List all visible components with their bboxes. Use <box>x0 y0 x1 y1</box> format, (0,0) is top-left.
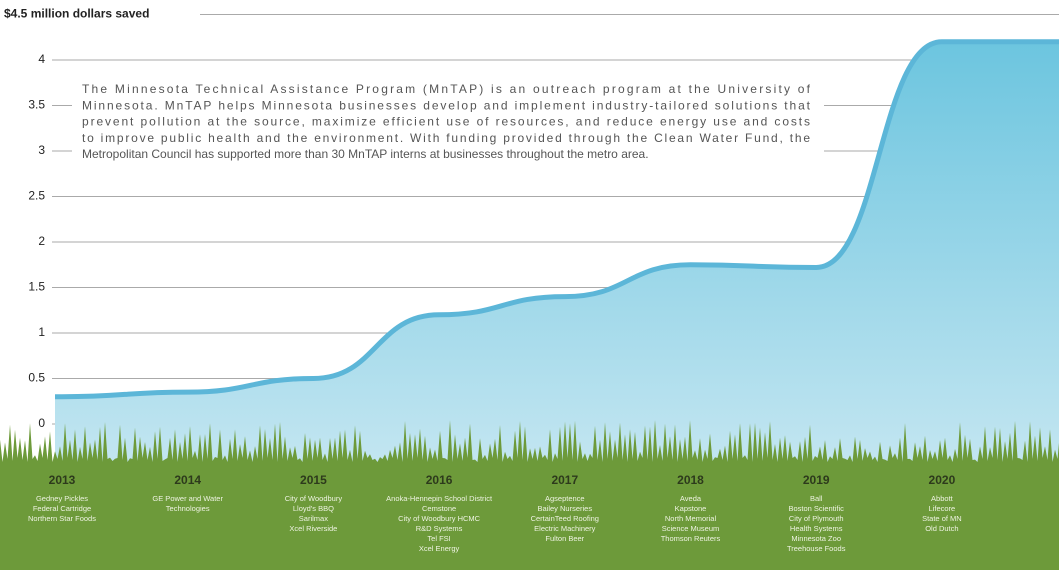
y-tick-label: 0 <box>38 416 45 430</box>
company: Old Dutch <box>925 524 958 533</box>
company: Treehouse Foods <box>787 544 846 553</box>
description-line: to improve public health and the environ… <box>82 131 810 145</box>
y-tick-label: 4 <box>38 52 45 66</box>
x-tick-label: 2014 <box>174 473 201 487</box>
company: North Memorial <box>665 514 717 523</box>
y-tick-label: 1.5 <box>28 280 45 294</box>
company: Abbott <box>931 494 954 503</box>
x-tick-label: 2019 <box>803 473 830 487</box>
company: Kapstone <box>675 504 707 513</box>
company: Ball <box>810 494 823 503</box>
company: Agseptence <box>545 494 585 503</box>
company: Bailey Nurseries <box>537 504 592 513</box>
description-line: prevent pollution at the source, maximiz… <box>82 115 810 129</box>
y-tick-label: 2.5 <box>28 189 45 203</box>
x-tick-label: 2013 <box>49 473 76 487</box>
company: Lifecore <box>929 504 956 513</box>
y-tick-label: 3 <box>38 143 45 157</box>
y-tick-label: 0.5 <box>28 371 45 385</box>
company: Gedney Pickles <box>36 494 88 503</box>
y-tick-label: 1 <box>38 325 45 339</box>
company: Fulton Beer <box>545 534 584 543</box>
x-tick-label: 2017 <box>551 473 578 487</box>
x-tick-label: 2015 <box>300 473 327 487</box>
company: Cemstone <box>422 504 456 513</box>
area-fill <box>55 41 1059 470</box>
company: Tel FSI <box>427 534 450 543</box>
y-tick-label: 2 <box>38 234 45 248</box>
company: Aveda <box>680 494 702 503</box>
company: Sarilmax <box>299 514 328 523</box>
company: Lloyd's BBQ <box>293 504 334 513</box>
company: State of MN <box>922 514 962 523</box>
y-tick-label: 3.5 <box>28 98 45 112</box>
area-line <box>55 39 1059 400</box>
company: Electric Machinery <box>534 524 596 533</box>
company: Xcel Riverside <box>289 524 337 533</box>
company: Thomson Reuters <box>661 534 721 543</box>
company: GE Power and Water <box>152 494 223 503</box>
company: Xcel Energy <box>419 544 460 553</box>
y-tick-label: $4.5 million dollars saved <box>4 7 149 21</box>
company: Federal Cartridge <box>33 504 91 513</box>
ground <box>0 462 1059 570</box>
company: City of Woodbury HCMC <box>398 514 481 523</box>
company: CertainTeed Roofing <box>531 514 599 523</box>
company: City of Plymouth <box>789 514 844 523</box>
description-line: Minnesota. MnTAP helps Minnesota busines… <box>82 98 811 112</box>
description-bg <box>72 80 824 180</box>
x-tick-label: 2016 <box>426 473 453 487</box>
company: Minnesota Zoo <box>791 534 841 543</box>
company: Health Systems <box>790 524 843 533</box>
company: R&D Systems <box>416 524 463 533</box>
description-line: Metropolitan Council has supported more … <box>82 147 649 161</box>
company: Anoka-Hennepin School District <box>386 494 493 503</box>
company: Science Museum <box>662 524 720 533</box>
company: Boston Scientific <box>788 504 844 513</box>
x-tick-label: 2018 <box>677 473 704 487</box>
company: City of Woodbury <box>285 494 343 503</box>
company: Technologies <box>166 504 210 513</box>
x-tick-label: 2020 <box>929 473 956 487</box>
company: Northern Star Foods <box>28 514 96 523</box>
